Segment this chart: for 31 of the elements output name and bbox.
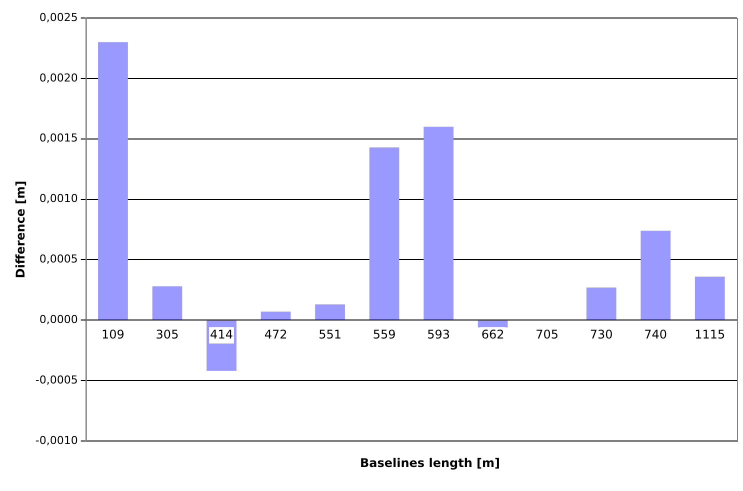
y-tick-label: 0,0025 (39, 10, 78, 24)
y-tick-label: 0,0015 (39, 132, 78, 145)
y-tick-label: 0,0005 (39, 252, 78, 266)
x-tick-label: 551 (318, 327, 342, 342)
bar (694, 276, 725, 320)
bar (586, 288, 616, 320)
x-tick-label: 705 (536, 327, 559, 342)
bar (260, 312, 291, 320)
x-tick-label: 730 (590, 327, 613, 342)
x-tick-label: 414 (210, 327, 233, 342)
y-tick-label: 0,0010 (39, 192, 78, 206)
bar (640, 230, 671, 320)
x-tick-label: 740 (644, 327, 668, 342)
x-tick-label: 472 (264, 327, 288, 342)
bar (369, 147, 400, 320)
y-tick-label: -0,0010 (35, 434, 78, 447)
x-axis-title: Baselines length [m] (358, 456, 502, 470)
y-tick-label: -0,0005 (35, 373, 78, 386)
x-tick-label: 109 (102, 327, 124, 342)
x-tick-label: 305 (156, 327, 179, 342)
bar (152, 286, 182, 320)
bar (424, 126, 454, 320)
bar (315, 304, 345, 320)
y-axis-title: Difference [m] (13, 180, 28, 278)
x-tick-label: 559 (372, 327, 396, 342)
y-tick-label: 0,0000 (39, 313, 78, 326)
bar (98, 42, 128, 320)
y-tick-label: 0,0020 (39, 71, 78, 84)
x-tick-label: 662 (481, 327, 504, 342)
x-tick-label: 1115 (694, 327, 726, 342)
x-tick-label: 593 (427, 327, 450, 342)
